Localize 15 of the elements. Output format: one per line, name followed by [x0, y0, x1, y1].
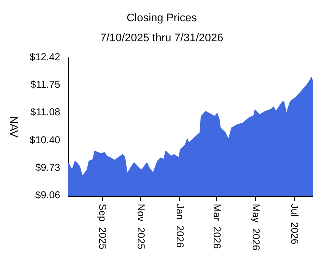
- x-tick-label: Nov 2025: [135, 204, 146, 250]
- y-axis-title: NAV: [8, 116, 20, 139]
- y-tick-label: $9.73: [35, 162, 61, 174]
- x-tick-label: Jul 2026: [288, 204, 300, 246]
- y-tick-label: $11.75: [30, 80, 61, 92]
- x-tick-label: Sep 2025: [96, 204, 108, 250]
- y-tick-label: $10.40: [30, 135, 61, 146]
- x-tick-label: Mar 2026: [211, 204, 222, 250]
- x-tick-label: Jan 2026: [174, 204, 185, 248]
- y-tick-label: $9.06: [35, 190, 61, 202]
- x-tick-label: May 2026: [250, 204, 261, 252]
- chart-title: Closing Prices: [126, 12, 198, 24]
- y-tick-label: $11.08: [30, 108, 61, 119]
- y-tick-label: $12.42: [30, 52, 61, 64]
- chart-subtitle: 7/10/2025 thru 7/31/2026: [100, 32, 224, 44]
